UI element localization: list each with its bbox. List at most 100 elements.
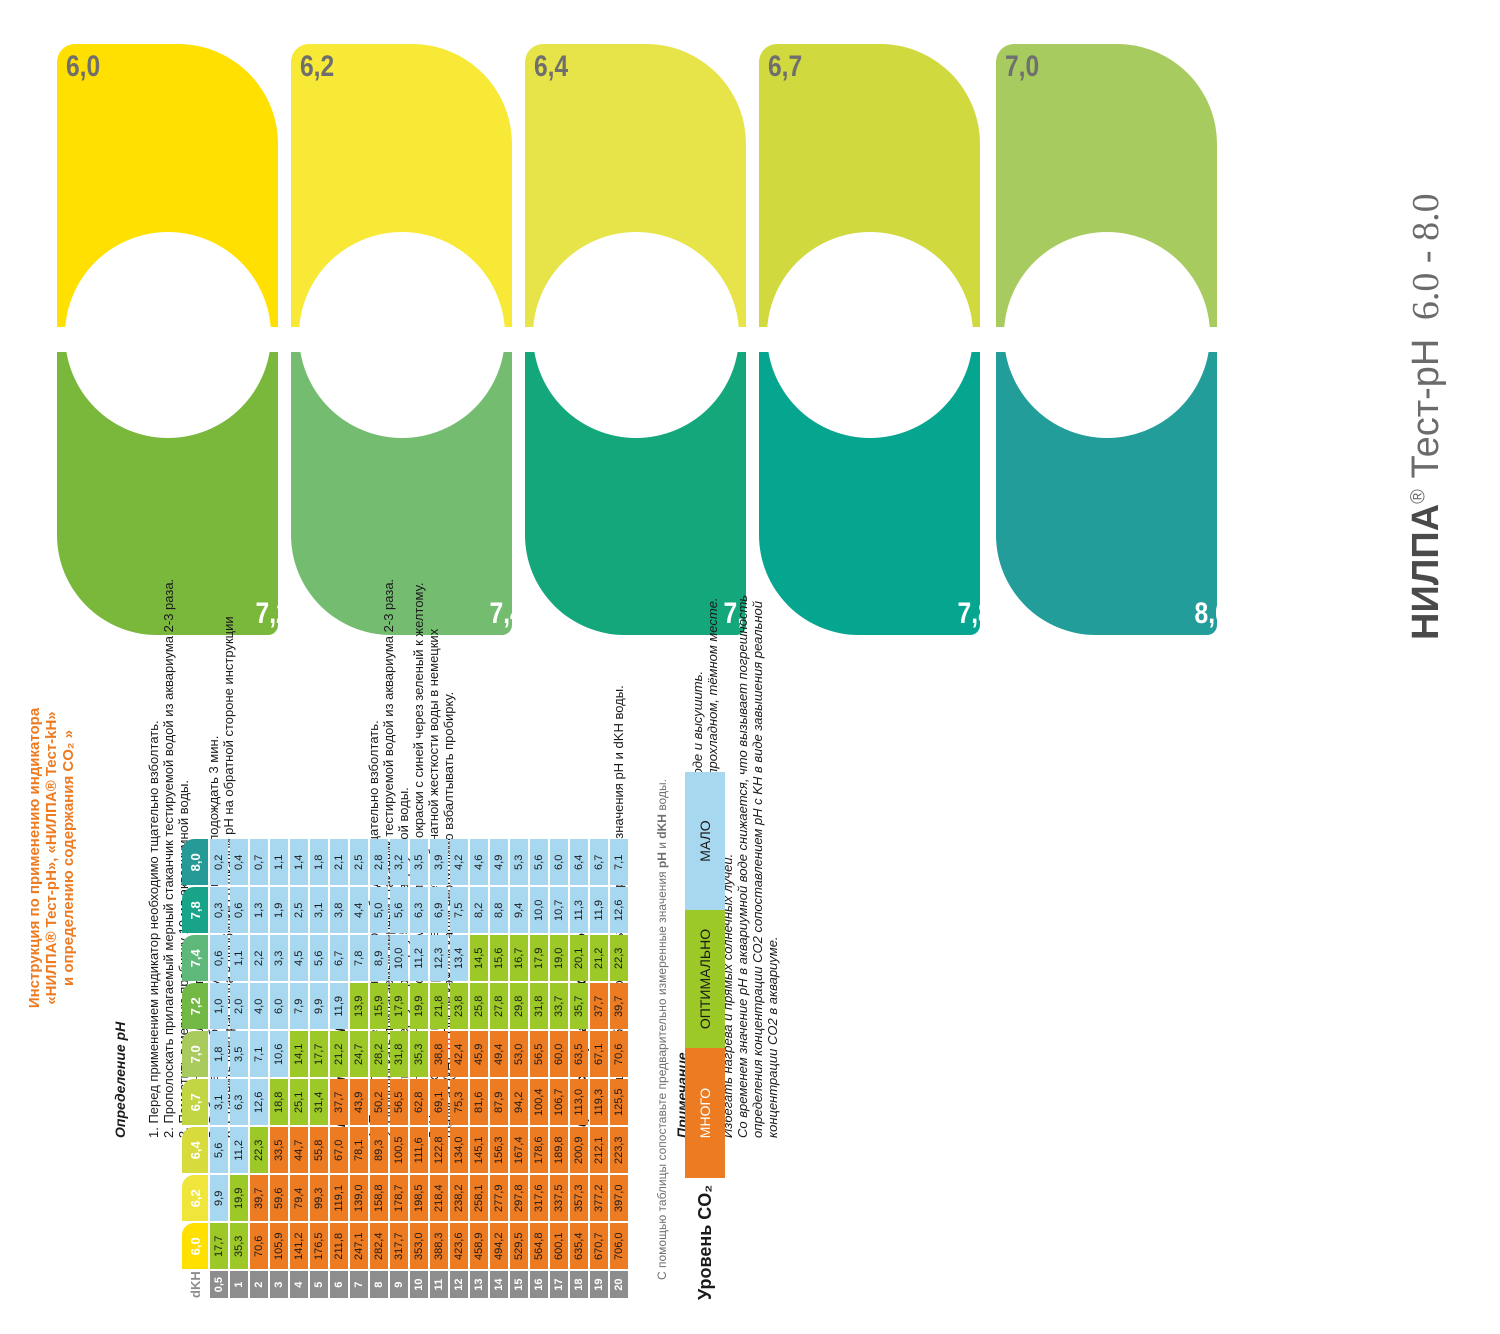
co2-cell: 4,5 [290, 935, 308, 982]
co2-cell: 33,5 [270, 1127, 288, 1174]
co2-cell: 5,6 [310, 935, 328, 982]
co2-cell: 59,6 [270, 1175, 288, 1222]
co2-cell: 2,5 [290, 887, 308, 934]
co2-cell: 1,8 [310, 839, 328, 886]
co2-cell: 56,5 [390, 1079, 408, 1126]
co2-cell: 212,1 [590, 1127, 608, 1174]
dkh-row-header: 7 [350, 1271, 368, 1298]
co2-cell: 357,3 [570, 1175, 588, 1222]
table-row: 2 70,6 39,7 22,3 12,6 7,1 4,0 2,2 1,3 0,7 [250, 839, 268, 1298]
headline-line-1: Инструкция по применению индикатора [26, 707, 43, 1009]
co2-cell: 2,8 [370, 839, 388, 886]
table-row: 14 494,2 277,9 156,3 87,9 49,4 27,8 15,6 8,8 4,9 [490, 839, 508, 1298]
co2-cell: 3,2 [390, 839, 408, 886]
co2-cell: 178,7 [390, 1175, 408, 1222]
co2-cell: 63,5 [570, 1031, 588, 1078]
table-row: 8 282,4 158,8 89,3 50,2 28,2 15,9 8,9 5,0 2,8 [370, 839, 388, 1298]
co2-cell: 9,9 [310, 983, 328, 1030]
ph-column-header: 6,2 [182, 1175, 208, 1222]
co2-cell: 10,6 [270, 1031, 288, 1078]
co2-cell: 282,4 [370, 1223, 388, 1270]
co2-cell: 15,6 [490, 935, 508, 982]
co2-cell: 2,1 [330, 839, 348, 886]
table-row: 11 388,3 218,4 122,8 69,1 38,8 21,8 12,3 6,9 3,9 [430, 839, 448, 1298]
co2-cell: 178,6 [530, 1127, 548, 1174]
product-range: 6.0 - 8.0 [1405, 193, 1447, 321]
legend-note-dkh: dKH [655, 814, 669, 839]
co2-cell: 5,3 [510, 839, 528, 886]
swatch-label: 7,6 [723, 597, 758, 630]
legend-note-and: и [655, 838, 669, 853]
co2-cell: 156,3 [490, 1127, 508, 1174]
co2-cell: 38,8 [430, 1031, 448, 1078]
legend-note-end: воды. [655, 779, 669, 815]
dkh-row-header: 12 [450, 1271, 468, 1298]
co2-cell: 3,5 [230, 1031, 248, 1078]
co2-cell: 9,4 [510, 887, 528, 934]
swatch-label: 7,4 [489, 597, 524, 630]
table-row: 16 564,8 317,6 178,6 100,4 56,5 31,8 17,9 10,0 5,… [530, 839, 548, 1298]
co2-cell: 55,8 [310, 1127, 328, 1174]
co2-cell: 62,8 [410, 1079, 428, 1126]
co2-cell: 2,0 [230, 983, 248, 1030]
co2-cell: 0,4 [230, 839, 248, 886]
dkh-row-header: 18 [570, 1271, 588, 1298]
co2-cell: 49,4 [490, 1031, 508, 1078]
co2-table: dKH 6,0 6,2 6,4 6,7 7,0 7,2 7,4 7,8 8,0 0,5 17,7 9… [180, 837, 630, 1300]
swatch-label: 6,2 [300, 50, 335, 83]
co2-cell: 35,3 [230, 1223, 248, 1270]
dkh-row-header: 10 [410, 1271, 428, 1298]
swatch-label: 7,0 [1005, 50, 1040, 83]
co2-cell: 12,6 [610, 887, 628, 934]
co2-cell: 218,4 [430, 1175, 448, 1222]
co2-cell: 0,6 [230, 887, 248, 934]
co2-cell: 25,8 [470, 983, 488, 1030]
co2-cell: 14,1 [290, 1031, 308, 1078]
co2-cell: 258,1 [470, 1175, 488, 1222]
table-row: 0,5 17,7 9,9 5,6 3,1 1,8 1,0 0,6 0,3 0,2 [210, 839, 228, 1298]
co2-cell: 7,8 [350, 935, 368, 982]
co2-cell: 706,0 [610, 1223, 628, 1270]
table-row: 1 35,3 19,9 11,2 6,3 3,5 2,0 1,1 0,6 0,4 [230, 839, 248, 1298]
co2-cell: 10,0 [530, 887, 548, 934]
ph-step: 1. Перед применением индикатор необходим… [146, 720, 161, 1138]
co2-cell: 22,3 [250, 1127, 268, 1174]
legend-few: МАЛО [685, 772, 725, 910]
co2-cell: 337,5 [550, 1175, 568, 1222]
co2-cell: 79,4 [290, 1175, 308, 1222]
co2-cell: 125,5 [610, 1079, 628, 1126]
co2-cell: 7,1 [610, 839, 628, 886]
co2-cell: 5,6 [530, 839, 548, 886]
co2-cell: 105,9 [270, 1223, 288, 1270]
co2-cell: 89,3 [370, 1127, 388, 1174]
co2-cell: 17,9 [530, 935, 548, 982]
co2-cell: 21,2 [590, 935, 608, 982]
co2-cell: 1,1 [270, 839, 288, 886]
co2-cell: 13,9 [350, 983, 368, 1030]
co2-cell: 53,0 [510, 1031, 528, 1078]
co2-cell: 119,1 [330, 1175, 348, 1222]
table-row: 12 423,6 238,2 134,0 75,3 42,4 23,8 13,4 7,5 4,2 [450, 839, 468, 1298]
swatch-label: 8,0 [1194, 597, 1229, 630]
co2-cell: 19,0 [550, 935, 568, 982]
co2-cell: 27,8 [490, 983, 508, 1030]
co2-cell: 19,9 [230, 1175, 248, 1222]
ph-column-header: 6,7 [182, 1079, 208, 1126]
legend-note-ph: pH [655, 852, 669, 869]
co2-cell: 45,9 [470, 1031, 488, 1078]
dkh-row-header: 3 [270, 1271, 288, 1298]
co2-cell: 1,1 [230, 935, 248, 982]
co2-cell: 35,3 [410, 1031, 428, 1078]
co2-cell: 24,7 [350, 1031, 368, 1078]
table-row: 4 141,2 79,4 44,7 25,1 14,1 7,9 4,5 2,5 1,4 [290, 839, 308, 1298]
co2-cell: 39,7 [610, 983, 628, 1030]
co2-cell: 600,1 [550, 1223, 568, 1270]
table-row: 19 670,7 377,2 212,1 119,3 67,1 37,7 21,2 11,9 6,… [590, 839, 608, 1298]
co2-cell: 70,6 [250, 1223, 268, 1270]
dkh-row-header: 4 [290, 1271, 308, 1298]
co2-cell: 35,7 [570, 983, 588, 1030]
ph-column-header: 6,4 [182, 1127, 208, 1174]
headline-line-3: и определению содержания CO₂ » [60, 729, 77, 987]
co2-cell: 11,9 [330, 983, 348, 1030]
co2-cell: 11,2 [410, 935, 428, 982]
